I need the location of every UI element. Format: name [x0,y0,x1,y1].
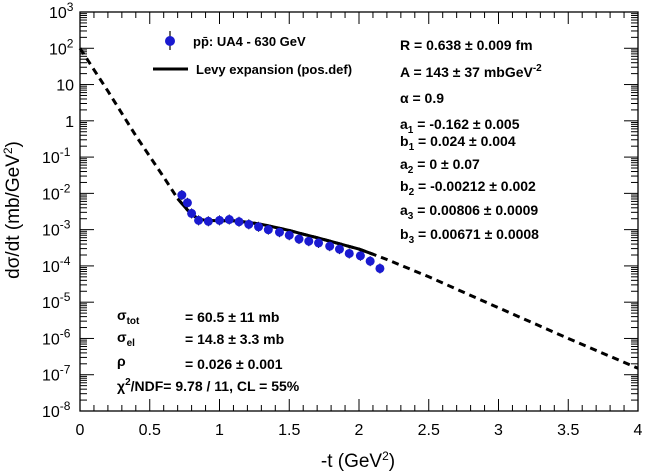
data-point [355,251,365,261]
data-point [344,248,354,258]
y-tick-label: 102 [49,36,74,58]
data-point [215,215,224,225]
data-point [274,227,284,237]
x-tick-label: 2.5 [418,422,440,439]
param-b1: b1 = 0.024 ± 0.004 [400,133,516,153]
y-tick-label: 10-7 [42,363,71,385]
fit-curve-solid [176,197,374,256]
data-point [325,241,335,251]
legend-label-fit: Levy expansion (pos.def) [196,62,352,77]
data-point [182,198,192,208]
data-point [263,225,273,235]
x-tick-label: 2 [355,422,364,439]
x-axis-title: -t (GeV2) [321,449,395,472]
param-a3: a3 = 0.00806 ± 0.0009 [400,202,538,222]
legend-marker [165,36,175,46]
param-a1: a1 = -0.162 ± 0.005 [400,116,520,136]
fit-curve-dashed [78,47,639,370]
data-points [177,190,385,274]
sigma-el-symbol: σel [117,329,135,349]
y-tick-label: 10-8 [42,399,71,421]
data-point [284,230,294,240]
param-A: A = 143 ± 37 mbGeV-2 [400,63,542,80]
data-point [365,256,375,266]
x-tick-label: 1.5 [278,422,300,439]
rho-symbol: ρ [117,353,126,369]
data-point [254,222,264,232]
y-tick-label: 10-2 [42,181,71,203]
legend-label-data: pp̄: UA4 - 630 GeV [193,34,306,49]
data-point [375,263,385,273]
sigma-tot-symbol: σtot [117,307,140,327]
data-point [304,236,314,246]
legend: pp̄: UA4 - 630 GeV Levy expansion (pos.d… [153,31,352,77]
data-point [194,215,204,225]
y-tick-label: 1 [65,114,74,131]
axis-ticks [79,11,639,412]
data-point [177,190,187,200]
chi2-label: χ2/NDF= 9.78 / 11, CL = 55% [117,377,300,394]
x-tick-label: 0.5 [139,422,161,439]
x-tick-label: 0 [76,422,85,439]
param-b3: b3 = 0.00671 ± 0.0008 [400,226,539,246]
tick-labels: 0 0.5 1 1.5 2 2.5 3 3.5 4 10-8 10-7 10-6 10-5 10-4 10-… [42,0,643,439]
data-point [203,216,213,226]
y-axis-title: dσ/dt (mb/GeV2) [1,141,24,279]
data-point [334,244,344,254]
physics-results: σtot = 60.5 ± 11 mb σel = 14.8 ± 3.3 mb … [117,307,300,394]
x-tick-label: 3.5 [557,422,579,439]
fit-parameters: R = 0.638 ± 0.009 fm A = 143 ± 37 mbGeV-… [400,37,542,246]
rho-value: = 0.026 ± 0.001 [185,356,283,372]
data-point [187,208,197,218]
data-point [224,215,234,225]
y-tick-label: 103 [49,0,74,22]
x-tick-label: 3 [494,422,503,439]
y-tick-label: 10-4 [42,254,71,276]
param-alpha: α = 0.9 [400,90,444,106]
sigma-tot-value: = 60.5 ± 11 mb [185,309,279,325]
x-tick-label: 4 [634,422,643,439]
param-R: R = 0.638 ± 0.009 fm [400,37,533,53]
data-point [234,217,244,227]
y-tick-label: 10 [56,78,74,95]
y-tick-label: 10-6 [42,326,71,348]
param-b2: b2 = -0.00212 ± 0.002 [400,178,536,198]
y-tick-label: 10-3 [42,218,71,240]
param-a2: a2 = 0 ± 0.07 [400,156,480,176]
sigma-el-value: = 14.8 ± 3.3 mb [185,331,284,347]
plot-frame [79,11,639,412]
data-point [294,234,304,244]
y-tick-label: 10-5 [42,290,71,312]
y-tick-label: 10-1 [42,145,71,167]
data-point [314,238,324,248]
data-point [244,219,254,229]
x-tick-label: 1 [215,422,224,439]
